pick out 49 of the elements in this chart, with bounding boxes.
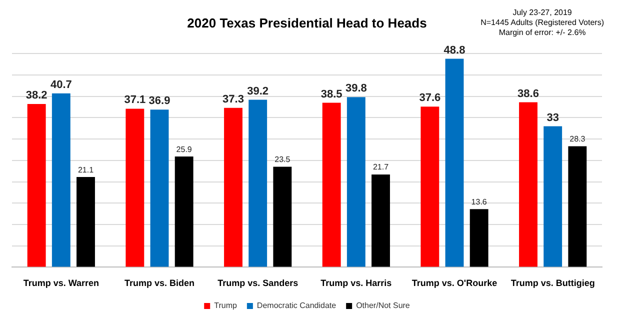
legend-label: Trump (214, 301, 238, 310)
bar (372, 174, 390, 267)
bar (470, 209, 488, 267)
legend-label: Other/Not Sure (356, 301, 410, 310)
data-label: 25.9 (176, 144, 192, 154)
text: Margin of error: +/- 2.6% (498, 28, 587, 38)
x-tick-label: Trump vs. Biden (124, 278, 195, 288)
data-label: 37.3 (222, 93, 244, 106)
x-tick-label: Trump vs. Warren (23, 278, 100, 288)
data-label: 38.6 (518, 88, 539, 100)
bar (27, 104, 46, 267)
x-tick-label: Trump vs. Buttigieg (510, 278, 595, 288)
data-label: 39.8 (345, 82, 367, 95)
bar (420, 106, 440, 267)
bar (273, 166, 292, 267)
data-label: 37.6 (419, 92, 441, 104)
chart-title: 2020 Texas Presidential Head to Heads (187, 15, 427, 30)
data-label: 39.2 (247, 85, 269, 98)
bar (544, 126, 562, 267)
bar (248, 100, 268, 267)
x-tick-label: Trump vs. Harris (320, 278, 392, 288)
data-label: 38.5 (320, 88, 342, 100)
text: July 23-27, 2019 (512, 8, 573, 18)
x-tick-label: Trump vs. O'Rourke (412, 278, 498, 288)
text: N=1445 Adults (Registered Voters) (480, 18, 604, 28)
bar (322, 102, 341, 267)
data-label: 40.7 (50, 78, 72, 91)
bar (445, 58, 464, 267)
data-label: 48.8 (444, 44, 466, 56)
data-label: 36.9 (148, 95, 170, 108)
data-label: 33 (546, 112, 559, 124)
bar (568, 146, 587, 267)
bar (519, 102, 538, 267)
data-label: 21.1 (78, 165, 94, 174)
bar (126, 108, 144, 267)
data-label: 38.2 (26, 90, 48, 102)
x-tick-label: Trump vs. Sanders (218, 278, 298, 288)
bar (76, 177, 95, 267)
bar (224, 108, 242, 267)
data-label: 21.7 (372, 162, 390, 172)
bar (346, 97, 366, 267)
data-label: 28.3 (570, 134, 586, 144)
bar (174, 156, 194, 267)
bar (150, 110, 169, 267)
data-label: 13.6 (471, 197, 488, 206)
bar (52, 93, 70, 267)
data-label: 23.5 (274, 155, 291, 164)
legend-label: Democratic Candidate (256, 301, 337, 310)
data-label: 37.1 (124, 94, 146, 106)
